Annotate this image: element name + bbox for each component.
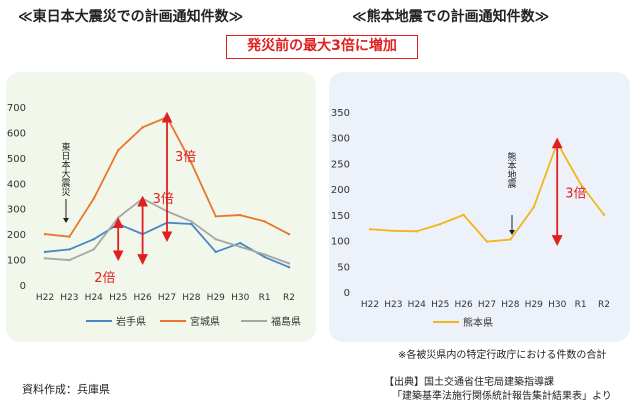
left-data-point <box>68 235 71 238</box>
left-x-tick-label: H30 <box>231 293 249 303</box>
left-data-point <box>92 248 96 251</box>
left-event-label: 東日本大震災 <box>61 141 70 198</box>
right-x-tick-label: H27 <box>478 300 496 310</box>
left-ratio-label: 3倍 <box>175 150 196 165</box>
right-ratio-label: 3倍 <box>565 187 586 202</box>
left-y-tick-label: 700 <box>7 103 26 114</box>
left-x-tick-label: H22 <box>36 293 54 303</box>
left-data-point <box>263 255 266 259</box>
right-data-point <box>485 240 489 243</box>
right-legend-label-0: 熊本県 <box>463 316 493 329</box>
left-x-tick-label: H23 <box>60 293 78 303</box>
left-y-tick-label: 400 <box>7 179 26 190</box>
right-x-tick-label: H30 <box>548 300 566 310</box>
right-x-tick-label: R2 <box>598 300 610 310</box>
right-y-tick-label: 350 <box>331 108 350 119</box>
left-data-point <box>92 238 96 241</box>
right-data-point <box>392 229 395 232</box>
left-data-point <box>263 220 266 223</box>
source-line-2: 「建築基準法施行関係統計報告集計結果表」より <box>392 391 612 402</box>
left-data-point <box>190 222 193 226</box>
right-y-tick-label: 150 <box>331 211 350 222</box>
right-y-tick-label: 100 <box>331 237 350 248</box>
right-data-point <box>439 222 442 226</box>
author-credit: 資料作成：兵庫県 <box>22 383 110 396</box>
left-x-tick-label: H28 <box>182 293 200 303</box>
left-data-point <box>68 248 71 251</box>
left-data-point <box>141 126 144 129</box>
left-data-point <box>43 232 47 236</box>
left-x-tick-label: R2 <box>283 293 295 303</box>
left-x-tick-label: H25 <box>109 293 127 303</box>
right-x-tick-label: H24 <box>408 300 426 310</box>
right-y-tick-label: 200 <box>331 185 350 196</box>
right-event-arrowhead <box>509 230 515 235</box>
left-y-tick-label: 100 <box>7 256 26 267</box>
left-x-tick-label: H26 <box>133 293 151 303</box>
right-x-tick-label: H23 <box>384 300 402 310</box>
right-data-point <box>602 213 606 217</box>
right-chart-panel <box>329 72 630 342</box>
left-chart-heading: ≪東日本大震災での計画通知件数≫ <box>18 9 244 25</box>
left-ratio-label: 3倍 <box>153 192 174 207</box>
right-data-point <box>368 228 372 231</box>
left-data-point <box>190 220 193 223</box>
left-data-point <box>117 149 120 152</box>
left-data-point <box>214 238 217 241</box>
left-x-tick-label: H29 <box>207 293 225 303</box>
source-line-1: 【出典】国土交通省住宅局建築指導課 <box>384 377 554 388</box>
left-data-point <box>141 197 144 200</box>
left-data-point <box>287 232 291 236</box>
left-y-tick-label: 300 <box>7 205 26 216</box>
right-x-tick-label: H28 <box>501 300 519 310</box>
left-data-point <box>68 258 71 262</box>
right-data-point <box>532 205 535 209</box>
left-event-arrowhead <box>63 218 69 223</box>
left-data-point <box>43 250 47 254</box>
right-y-tick-label: 250 <box>331 159 350 170</box>
left-y-tick-label: 0 <box>20 281 26 292</box>
left-y-tick-label: 600 <box>7 128 26 139</box>
right-x-tick-label: H22 <box>361 300 379 310</box>
left-data-point <box>263 253 266 256</box>
left-x-tick-label: R1 <box>259 293 271 303</box>
right-data-point <box>509 238 512 241</box>
left-data-point <box>239 245 242 249</box>
left-data-point <box>190 161 193 165</box>
right-x-tick-label: H25 <box>431 300 449 310</box>
right-data-point <box>415 230 418 233</box>
right-x-tick-label: H29 <box>525 300 543 310</box>
left-y-tick-label: 200 <box>7 230 26 241</box>
left-chart-panel <box>6 72 316 342</box>
left-data-point <box>117 216 120 219</box>
districts-note: ※各被災県内の特定行政庁における件数の合計 <box>398 350 607 361</box>
left-data-point <box>287 262 291 265</box>
right-data-point <box>462 213 465 217</box>
left-legend-label-1: 宮城県 <box>190 315 220 328</box>
right-data-point <box>579 182 582 186</box>
right-y-tick-label: 50 <box>337 262 350 273</box>
right-y-tick-label: 300 <box>331 134 350 145</box>
left-data-point <box>239 213 242 217</box>
left-data-point <box>92 197 96 200</box>
left-x-tick-label: H24 <box>85 293 103 303</box>
right-y-tick-label: 0 <box>344 288 350 299</box>
left-data-point <box>43 257 47 260</box>
left-x-tick-label: H27 <box>158 293 176 303</box>
left-data-point <box>214 250 217 254</box>
left-legend-label-0: 岩手県 <box>116 315 146 328</box>
left-ratio-label: 2倍 <box>94 271 115 286</box>
right-x-tick-label: R1 <box>575 300 587 310</box>
left-data-point <box>287 266 291 269</box>
left-y-tick-label: 500 <box>7 154 26 165</box>
right-event-label: 熊本地震 <box>507 151 516 190</box>
left-data-point <box>214 215 217 218</box>
right-chart-heading: ≪熊本地震での計画通知件数≫ <box>352 9 550 25</box>
left-data-point <box>239 241 242 245</box>
highlight-callout: 発災前の最大3倍に増加 <box>226 35 418 59</box>
left-legend-label-2: 福島県 <box>271 315 301 328</box>
right-x-tick-label: H26 <box>454 300 472 310</box>
